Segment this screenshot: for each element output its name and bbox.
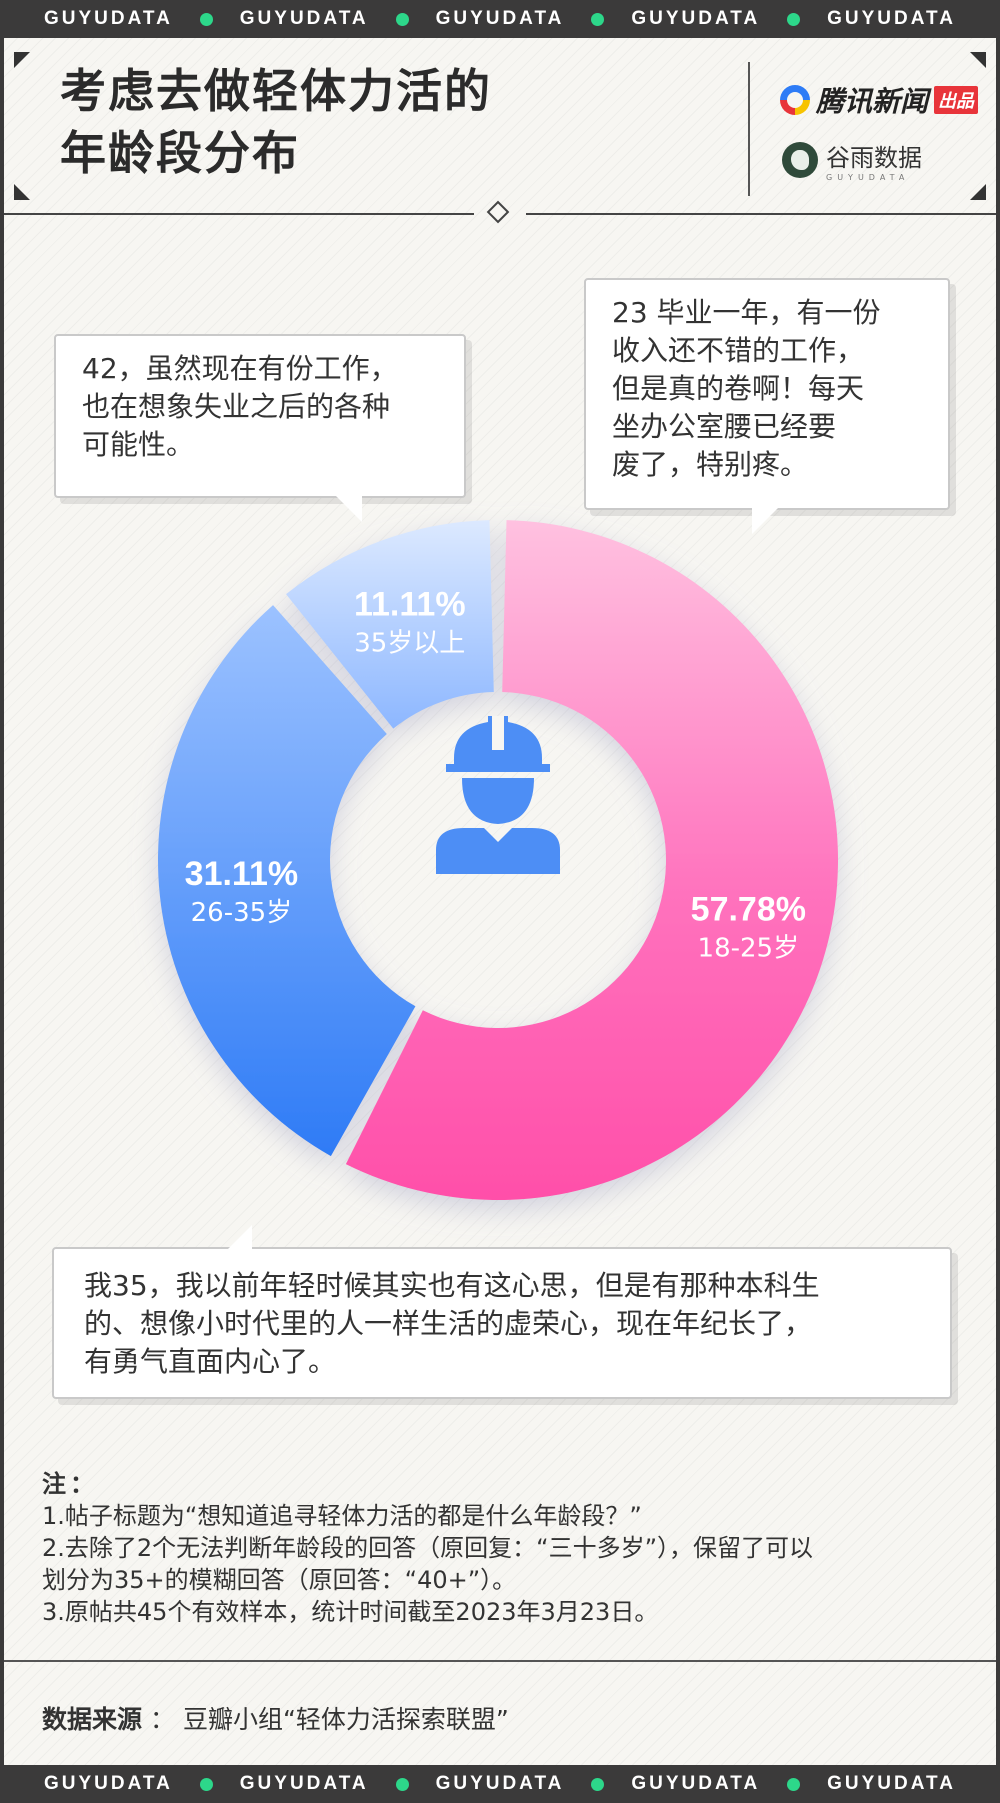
brand-name: 腾讯新闻 xyxy=(816,85,929,118)
bubble-tail xyxy=(336,496,362,522)
data-source: 数据来源 ： 豆瓣小组“轻体力活探索联盟” xyxy=(42,1700,509,1736)
note-line: 3.原帖共45个有效样本，统计时间截至2023年3月23日。 xyxy=(42,1598,659,1626)
slice-value-label: 31.11% xyxy=(185,855,298,893)
ticker-text: GUYUDATA xyxy=(827,8,956,29)
slice-category-label: 26-35岁 xyxy=(191,898,293,928)
title-line: 考虑去做轻体力活的 xyxy=(60,64,492,118)
corner-mark-icon xyxy=(14,184,30,200)
donut-labels: 57.78% 18-25岁 31.11% 26-35岁 11.11% 35岁以上 xyxy=(185,586,806,964)
slice-value-label: 11.11% xyxy=(354,586,466,624)
infographic-panel: 考虑去做轻体力活的 年龄段分布 腾讯新闻 出品 谷雨数据 GUYUDATA xyxy=(4,38,996,1765)
ticker-dot-icon xyxy=(199,12,213,26)
quote-bubble: 我35，我以前年轻时候其实也有这心思，但是有那种本科生 的、想像小时代里的人一样… xyxy=(52,1225,952,1399)
header-rule xyxy=(4,213,474,215)
note-line: 1.帖子标题为“想知道追寻轻体力活的都是什么年龄段？” xyxy=(42,1502,642,1530)
corner-mark-icon xyxy=(970,184,986,200)
ticker-dot-icon xyxy=(199,1777,213,1791)
ticker-text: GUYUDATA xyxy=(631,1773,761,1794)
slice-category-label: 18-25岁 xyxy=(698,933,800,963)
ticker-text: GUYUDATA xyxy=(239,8,369,29)
corner-mark-icon xyxy=(14,52,30,68)
worker-helmet-icon xyxy=(436,716,560,874)
ticker-text: GUYUDATA xyxy=(44,1773,173,1794)
quote-line: 收入还不错的工作， xyxy=(612,334,865,367)
quote-line: 我35，我以前年轻时候其实也有这心思，但是有那种本科生 xyxy=(84,1269,820,1302)
quote-line: 废了，特别疼。 xyxy=(612,448,809,481)
page-title: 考虑去做轻体力活的 年龄段分布 xyxy=(60,60,620,184)
note-line: 划分为35+的模糊回答（原回答：“40+”）。 xyxy=(42,1566,517,1594)
brand-sub-en: GUYUDATA xyxy=(826,173,910,182)
corner-mark-icon xyxy=(970,52,986,68)
ticker-dot-icon xyxy=(787,12,801,26)
donut-slice-35岁以上 xyxy=(286,520,494,729)
ticker-text: GUYUDATA xyxy=(435,1773,565,1794)
quote-line: 42，虽然现在有份工作， xyxy=(82,352,398,385)
brand-tag: 出品 xyxy=(934,86,979,114)
donut-slice-26-35岁 xyxy=(157,605,416,1157)
notes-heading: 注： xyxy=(42,1470,98,1498)
brand-sub-name: 谷雨数据 xyxy=(826,144,922,172)
ticker-text: GUYUDATA xyxy=(631,8,761,29)
header-divider xyxy=(748,62,750,196)
bubble-tail xyxy=(228,1225,252,1249)
quote-line: 的、想像小时代里的人一样生活的虚荣心，现在年纪长了， xyxy=(84,1307,813,1340)
ticker-text: GUYUDATA xyxy=(239,1773,369,1794)
quote-bubble: 23 毕业一年，有一份 收入还不错的工作， 但是真的卷啊！每天 坐办公室腰已经要… xyxy=(584,278,950,534)
ticker-dot-icon xyxy=(395,12,409,26)
donut-slices xyxy=(157,520,838,1200)
slice-category-label: 35岁以上 xyxy=(354,629,465,659)
note-line: 2.去除了2个无法判断年龄段的回答（原回复：“三十多岁”），保留了可以 xyxy=(42,1534,814,1562)
bottom-ticker-bar: GUYUDATA GUYUDATA GUYUDATA GUYUDATA GUYU… xyxy=(0,1765,1000,1803)
source-sep: ： xyxy=(149,1705,175,1734)
ticker-text: GUYUDATA xyxy=(44,8,173,29)
footer-divider xyxy=(4,1660,996,1662)
quote-line: 可能性。 xyxy=(82,428,195,461)
quote-bubble: 42，虽然现在有份工作， 也在想象失业之后的各种 可能性。 xyxy=(54,334,466,522)
ticker-dot-icon xyxy=(591,12,605,26)
title-line: 年龄段分布 xyxy=(60,126,300,180)
ticker-text: GUYUDATA xyxy=(435,8,565,29)
quote-line: 也在想象失业之后的各种 xyxy=(82,390,391,423)
ticker-dot-icon xyxy=(395,1777,409,1791)
bubble-tail xyxy=(752,508,778,534)
donut-slice-18-25岁 xyxy=(345,520,838,1200)
donut-chart: 57.78% 18-25岁 31.11% 26-35岁 11.11% 35岁以上 xyxy=(157,520,838,1200)
tencent-news-icon xyxy=(780,85,810,115)
bird-icon xyxy=(782,142,818,178)
ticker-dot-icon xyxy=(591,1777,605,1791)
slice-value-label: 57.78% xyxy=(691,890,806,928)
quote-line: 23 毕业一年，有一份 xyxy=(612,296,881,329)
tencent-news-logo: 腾讯新闻 出品 xyxy=(780,80,979,120)
top-ticker-bar: GUYUDATA GUYUDATA GUYUDATA GUYUDATA GUYU… xyxy=(0,0,1000,38)
source-label: 数据来源 xyxy=(42,1705,143,1734)
notes-section: 注： 1.帖子标题为“想知道追寻轻体力活的都是什么年龄段？” 2.去除了2个无法… xyxy=(42,1468,962,1628)
quote-line: 坐办公室腰已经要 xyxy=(612,410,837,443)
header-rule xyxy=(526,213,996,215)
ticker-dot-icon xyxy=(787,1777,801,1791)
quote-line: 有勇气直面内心了。 xyxy=(84,1345,337,1378)
source-text: 豆瓣小组“轻体力活探索联盟” xyxy=(182,1705,509,1734)
guyu-data-logo: 谷雨数据 GUYUDATA xyxy=(782,138,922,182)
quote-line: 但是真的卷啊！每天 xyxy=(612,372,865,405)
ticker-text: GUYUDATA xyxy=(827,1773,956,1794)
